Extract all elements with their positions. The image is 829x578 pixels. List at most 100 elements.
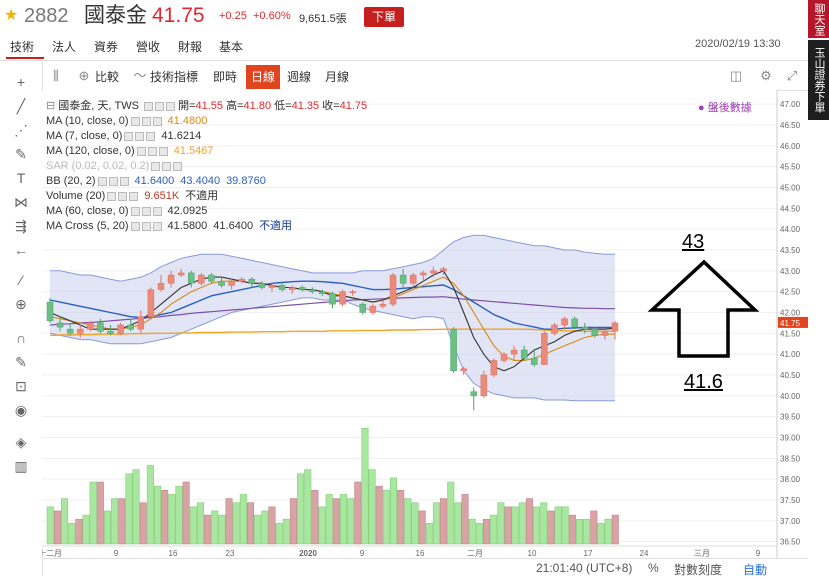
y-tick-label: 40.00	[780, 392, 801, 401]
tab-revenue[interactable]: 營收	[136, 40, 161, 54]
settings-icon[interactable]	[124, 131, 134, 141]
remove-icon[interactable]	[173, 161, 183, 171]
brush-icon[interactable]: ✎	[15, 146, 27, 162]
settings-icon[interactable]	[144, 101, 154, 111]
fullscreen-icon[interactable]: ⤢	[786, 68, 798, 83]
volume-bar	[547, 510, 555, 545]
unlock-icon[interactable]: ⊡	[15, 378, 27, 394]
trendline-icon[interactable]: ╱	[16, 98, 26, 114]
remove-icon[interactable]	[152, 206, 162, 216]
tab-financials[interactable]: 財報	[178, 40, 203, 54]
daily-button[interactable]: 日線	[246, 65, 280, 89]
ruler-icon[interactable]: ⁄	[19, 272, 23, 288]
candle-body	[591, 328, 599, 336]
candle-body	[510, 349, 518, 355]
legend-ohlc-row: ⊟ 國泰金, 天, TWS 開=41.55 高=41.80 低=41.35 收=…	[46, 99, 367, 114]
visibility-icon[interactable]	[162, 161, 172, 171]
remove-icon[interactable]	[119, 176, 129, 186]
pattern-icon[interactable]: ⋈	[14, 194, 28, 210]
tab-fundamentals[interactable]: 基本	[219, 40, 244, 54]
volume-bar	[268, 506, 276, 545]
eye-icon[interactable]: ◉	[14, 402, 28, 418]
layers-icon[interactable]: ◈	[15, 434, 27, 450]
volume-bar	[511, 506, 519, 545]
visibility-icon[interactable]	[108, 176, 118, 186]
visibility-icon[interactable]	[141, 221, 151, 231]
volume-bar	[118, 498, 126, 545]
visibility-icon[interactable]	[155, 101, 165, 111]
gear-icon[interactable]: ⚙	[760, 68, 772, 83]
volume-bar	[554, 506, 562, 545]
remove-icon[interactable]	[152, 116, 162, 126]
legend-row-value: 41.5467	[173, 145, 214, 157]
divider	[42, 558, 808, 559]
settings-icon[interactable]	[107, 191, 117, 201]
camera-icon[interactable]: ◫	[729, 68, 743, 83]
candle-body	[248, 278, 256, 284]
fib-icon[interactable]: ⋰	[14, 122, 28, 138]
candle-body	[228, 281, 235, 286]
tab-margin[interactable]: 資券	[94, 40, 119, 54]
candle-body	[77, 328, 84, 334]
trash-icon[interactable]: ▥	[14, 458, 28, 474]
x-tick-label: 23	[226, 549, 235, 558]
visibility-icon[interactable]	[135, 131, 145, 141]
settings-icon[interactable]	[130, 116, 140, 126]
lock-draw-icon[interactable]: ✎	[15, 354, 27, 370]
volume-bar	[561, 506, 569, 545]
volume-bar	[533, 506, 541, 545]
settings-icon[interactable]	[136, 146, 146, 156]
tab-technical[interactable]: 技術	[10, 40, 35, 54]
indicators-button[interactable]: 技術指標	[150, 70, 199, 84]
remove-icon[interactable]	[152, 221, 162, 231]
x-tick-label: 9	[360, 549, 365, 558]
settings-icon[interactable]	[97, 176, 107, 186]
intraday-button[interactable]: 即時	[213, 70, 238, 84]
tab-institutional[interactable]: 法人	[52, 40, 77, 54]
visibility-icon[interactable]	[118, 191, 128, 201]
back-arrow-icon[interactable]: ←	[14, 242, 28, 258]
text-icon[interactable]: T	[16, 170, 26, 186]
zoom-in-icon[interactable]: ⊕	[15, 296, 27, 312]
candle-body	[268, 285, 276, 288]
candle-body	[470, 391, 477, 397]
remove-icon[interactable]	[146, 131, 156, 141]
candle-type-icon[interactable]: ⫼	[53, 68, 59, 83]
remove-icon[interactable]	[158, 146, 168, 156]
weekly-button[interactable]: 週線	[287, 70, 312, 84]
broker-order-button[interactable]: 玉山證券下單	[808, 40, 829, 120]
volume-bar	[103, 510, 111, 545]
y-tick-label: 40.50	[780, 371, 801, 380]
candle-body	[450, 328, 457, 372]
visibility-icon[interactable]	[141, 206, 151, 216]
y-tick-label: 45.50	[780, 163, 801, 172]
volume-bar	[390, 477, 398, 545]
magnet-icon[interactable]: ∩	[15, 330, 27, 346]
order-button[interactable]: 下單	[364, 7, 404, 27]
auto-scale-toggle[interactable]: 自動	[743, 563, 768, 577]
star-icon[interactable]: ★	[4, 7, 19, 24]
volume-bar	[447, 481, 455, 545]
x-tick-label: 三月	[694, 549, 710, 558]
collapse-icon[interactable]: ⊟	[46, 100, 56, 112]
candle-body	[288, 287, 296, 290]
percent-toggle[interactable]: %	[648, 561, 659, 575]
volume-bar	[175, 485, 183, 545]
log-scale-toggle[interactable]: 對數刻度	[674, 563, 723, 577]
settings-icon[interactable]	[130, 206, 140, 216]
legend-row: SAR (0.02, 0.02, 0.2)	[46, 159, 367, 174]
crosshair-icon[interactable]: +	[16, 74, 26, 90]
monthly-button[interactable]: 月線	[325, 70, 350, 84]
candle-body	[440, 268, 447, 272]
settings-icon[interactable]	[130, 221, 140, 231]
compare-button[interactable]: 比較	[95, 70, 120, 84]
remove-icon[interactable]	[129, 191, 139, 201]
chatroom-button[interactable]: 聊天室	[808, 0, 829, 38]
remove-icon[interactable]	[166, 101, 176, 111]
settings-icon[interactable]	[151, 161, 161, 171]
visibility-icon[interactable]	[147, 146, 157, 156]
compare-icon[interactable]: ⊕	[78, 68, 90, 83]
indicator-icon[interactable]: 〜	[133, 68, 147, 83]
visibility-icon[interactable]	[141, 116, 151, 126]
measure-icon[interactable]: ⇶	[15, 218, 27, 234]
